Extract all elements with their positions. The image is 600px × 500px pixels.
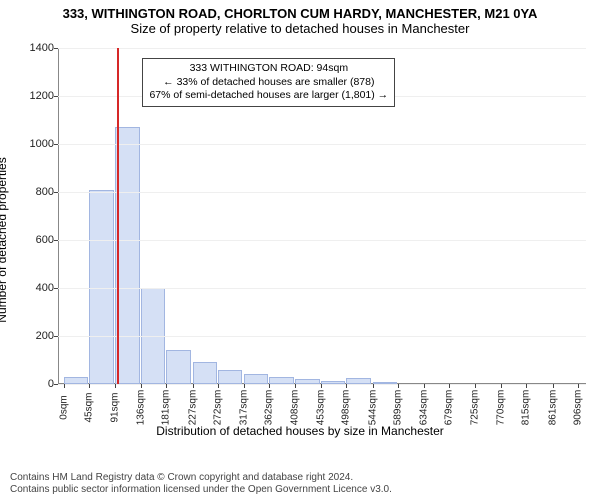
footer-line1: Contains HM Land Registry data © Crown c…	[10, 472, 590, 484]
property-marker-line	[117, 48, 119, 384]
annotation-line: 67% of semi-detached houses are larger (…	[149, 89, 388, 103]
annotation-line: 333 WITHINGTON ROAD: 94sqm	[149, 62, 388, 76]
x-tick-label: 634sqm	[418, 390, 429, 426]
x-tick-mark	[115, 384, 116, 388]
gridline	[58, 48, 586, 49]
y-tick-mark	[54, 144, 58, 145]
x-tick-label: 272sqm	[213, 390, 224, 426]
x-tick-label: 317sqm	[238, 390, 249, 426]
x-tick-mark	[373, 384, 374, 388]
histogram-bar	[269, 377, 294, 384]
x-tick-mark	[269, 384, 270, 388]
histogram-bar	[244, 374, 268, 384]
x-tick-label: 453sqm	[315, 390, 326, 426]
x-tick-mark	[218, 384, 219, 388]
histogram-chart: Number of detached properties 0200400600…	[10, 40, 590, 440]
y-tick-mark	[54, 240, 58, 241]
x-tick-label: 815sqm	[521, 390, 532, 426]
histogram-bar	[218, 370, 242, 384]
x-tick-label: 408sqm	[290, 390, 301, 426]
page-subtitle: Size of property relative to detached ho…	[10, 21, 590, 36]
histogram-bar	[89, 190, 114, 384]
x-tick-mark	[346, 384, 347, 388]
x-tick-label: 91sqm	[110, 392, 121, 422]
x-tick-mark	[475, 384, 476, 388]
x-tick-label: 906sqm	[573, 390, 584, 426]
y-tick-mark	[54, 288, 58, 289]
x-tick-mark	[141, 384, 142, 388]
y-tick-label: 600	[36, 234, 54, 246]
y-tick-mark	[54, 192, 58, 193]
gridline	[58, 144, 586, 145]
y-tick-mark	[54, 48, 58, 49]
x-tick-mark	[64, 384, 65, 388]
x-tick-label: 362sqm	[264, 390, 275, 426]
x-tick-mark	[193, 384, 194, 388]
x-tick-mark	[295, 384, 296, 388]
y-tick-mark	[54, 336, 58, 337]
footer: Contains HM Land Registry data © Crown c…	[10, 472, 590, 496]
y-tick-label: 800	[36, 186, 54, 198]
histogram-bar	[166, 350, 191, 384]
x-tick-mark	[321, 384, 322, 388]
gridline	[58, 384, 586, 385]
annotation-line: ← 33% of detached houses are smaller (87…	[149, 76, 388, 90]
page-title: 333, WITHINGTON ROAD, CHORLTON CUM HARDY…	[10, 6, 590, 21]
annotation-box: 333 WITHINGTON ROAD: 94sqm← 33% of detac…	[142, 58, 395, 107]
y-tick-mark	[54, 384, 58, 385]
y-tick-label: 400	[36, 282, 54, 294]
y-tick-label: 1400	[30, 42, 54, 54]
gridline	[58, 240, 586, 241]
plot-area: 02004006008001000120014000sqm45sqm91sqm1…	[58, 48, 586, 384]
gridline	[58, 336, 586, 337]
y-tick-label: 1200	[30, 90, 54, 102]
x-tick-mark	[449, 384, 450, 388]
x-tick-label: 498sqm	[341, 390, 352, 426]
y-tick-mark	[54, 96, 58, 97]
y-axis-label: Number of detached properties	[0, 157, 9, 322]
x-tick-label: 725sqm	[470, 390, 481, 426]
x-tick-mark	[526, 384, 527, 388]
x-tick-label: 544sqm	[367, 390, 378, 426]
x-tick-mark	[244, 384, 245, 388]
x-tick-mark	[578, 384, 579, 388]
histogram-bar	[64, 377, 88, 384]
y-tick-label: 1000	[30, 138, 54, 150]
x-tick-label: 589sqm	[393, 390, 404, 426]
x-tick-label: 136sqm	[135, 390, 146, 426]
histogram-bar	[193, 362, 217, 384]
x-tick-label: 0sqm	[58, 395, 69, 419]
x-tick-mark	[166, 384, 167, 388]
x-tick-mark	[89, 384, 90, 388]
y-tick-label: 200	[36, 330, 54, 342]
x-tick-label: 45sqm	[84, 392, 95, 422]
x-tick-mark	[501, 384, 502, 388]
x-tick-label: 181sqm	[161, 390, 172, 426]
gridline	[58, 288, 586, 289]
gridline	[58, 192, 586, 193]
x-tick-mark	[424, 384, 425, 388]
x-tick-label: 861sqm	[547, 390, 558, 426]
x-tick-label: 770sqm	[495, 390, 506, 426]
x-axis-label: Distribution of detached houses by size …	[156, 424, 444, 438]
x-tick-mark	[553, 384, 554, 388]
x-tick-label: 227sqm	[187, 390, 198, 426]
x-tick-mark	[398, 384, 399, 388]
x-tick-label: 679sqm	[444, 390, 455, 426]
footer-line2: Contains public sector information licen…	[10, 484, 590, 496]
